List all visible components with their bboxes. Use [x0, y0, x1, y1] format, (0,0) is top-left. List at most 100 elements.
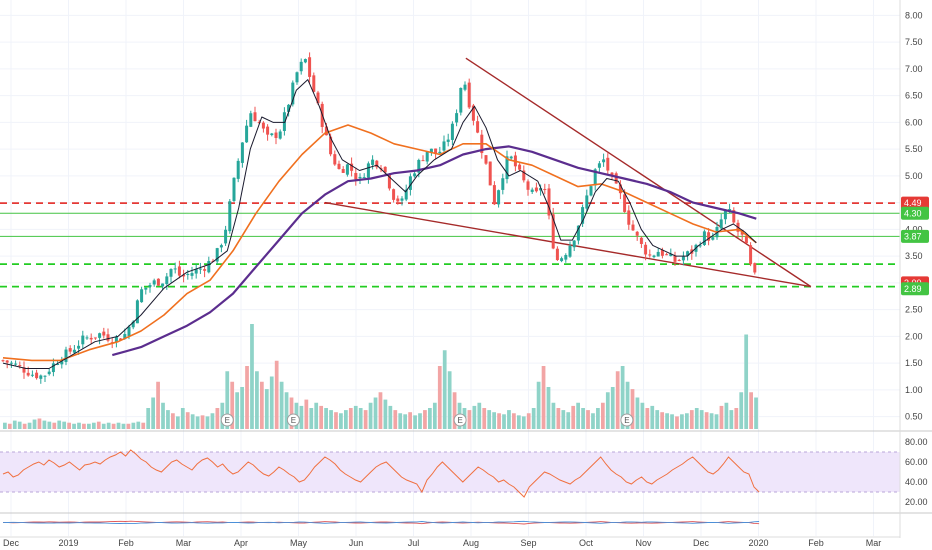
earnings-marker-label: E [291, 416, 296, 425]
volume-bar [437, 366, 442, 429]
candle-body [249, 113, 253, 127]
rsi-tick-label: 80.00 [905, 437, 928, 447]
price-tick-label: 6.00 [905, 117, 923, 127]
candle-body [543, 188, 547, 190]
rsi-line [2, 449, 760, 498]
volume-bar [284, 392, 289, 429]
candle-body [396, 198, 400, 202]
candle-body [224, 229, 228, 244]
price-tag-label: 3.87 [904, 231, 922, 241]
candle-body [329, 136, 333, 155]
candle-body [337, 163, 341, 169]
volume-bar [146, 408, 151, 429]
candle-body [282, 112, 286, 131]
volume-bar [556, 408, 561, 429]
moving-average-short [2, 79, 757, 369]
volume-bar [541, 366, 546, 429]
candle-body [72, 349, 76, 353]
candle-body [316, 92, 320, 104]
candle-body [564, 255, 568, 260]
volume-bar [255, 371, 259, 429]
volume-bar [635, 397, 640, 429]
moving-average-long [112, 145, 757, 357]
volume-bar [403, 414, 408, 429]
candle-body [131, 321, 135, 328]
candle-body [198, 268, 202, 270]
volume-bar [250, 324, 254, 429]
volume-bar [339, 413, 343, 429]
trend-lines[interactable] [324, 57, 812, 288]
candle-body [488, 161, 492, 186]
volume-bar [620, 366, 625, 429]
candle-body [455, 113, 459, 123]
candle-body [530, 189, 534, 192]
volume-bar [714, 414, 719, 429]
candle-body [413, 173, 417, 177]
volume-bar [235, 392, 240, 429]
volume-bar [684, 413, 689, 429]
candle-body [144, 287, 148, 290]
time-tick-label: Apr [234, 538, 248, 548]
candle-body [459, 87, 463, 113]
time-tick-label: Nov [635, 538, 652, 548]
candle-body [303, 59, 307, 63]
candle-body [375, 160, 379, 168]
trend-line [324, 201, 811, 288]
candle-body [669, 253, 673, 257]
candle-body [152, 280, 156, 285]
time-tick-label: Jun [349, 538, 364, 548]
volume-bar [111, 423, 116, 429]
candle-body [635, 231, 639, 236]
price-tick-label: 4.00 [905, 224, 923, 234]
candle-body [270, 133, 274, 136]
candle-body [602, 159, 606, 163]
volume-bar [269, 376, 274, 429]
candle-body [308, 57, 312, 77]
candle-body [93, 337, 97, 339]
earnings-marker-label: E [457, 416, 462, 425]
candle-body [26, 372, 30, 376]
candle-body [278, 131, 282, 139]
volume-bar [126, 423, 131, 429]
candle-body [677, 259, 681, 261]
price-tick-label: 2.00 [905, 331, 923, 341]
volume-bar [96, 421, 101, 429]
candle-body [702, 231, 706, 245]
volume-bar [586, 410, 590, 429]
candle-body [383, 166, 387, 173]
price-tick-label: 7.00 [905, 64, 923, 74]
time-axis[interactable]: Dec 2019 Feb Mar Apr May Jun Jul Aug Sep Oct Nov Dec… [0, 536, 900, 548]
volume-bar [704, 412, 709, 429]
time-tick-label: Feb [118, 538, 134, 548]
volume-bar [264, 389, 269, 429]
candle-body [589, 186, 593, 196]
candle-body [9, 362, 13, 364]
candle-body [43, 375, 47, 377]
volume-bar [175, 416, 180, 429]
volume-bar [314, 402, 319, 429]
candle-body [446, 139, 450, 142]
candle-body [408, 176, 412, 190]
candle-body [253, 112, 257, 122]
volume-bar [512, 413, 516, 429]
volume-bar [136, 421, 141, 429]
volume-bar [151, 397, 156, 429]
candle-body [5, 360, 9, 363]
candle-body [299, 61, 303, 72]
volume-bar [630, 389, 635, 429]
rsi-tick-label: 60.00 [905, 457, 928, 467]
candle-body [627, 210, 631, 225]
volume-bar [625, 381, 630, 429]
volume-bar [116, 422, 121, 429]
candle-body [324, 126, 328, 136]
price-tick-label: 3.50 [905, 251, 923, 261]
earnings-marker-label: E [624, 416, 629, 425]
candle-body [119, 338, 123, 341]
candle-body [421, 160, 425, 162]
volume-bar [195, 416, 200, 429]
time-tick-label: Aug [463, 538, 479, 548]
volume-bar [348, 408, 353, 429]
candle-body [114, 336, 118, 343]
volume-bar [7, 423, 12, 429]
